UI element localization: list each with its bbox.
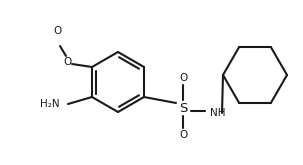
Text: H₂N: H₂N	[40, 99, 60, 109]
Text: O: O	[64, 57, 72, 67]
Text: S: S	[179, 101, 187, 115]
Text: NH: NH	[210, 108, 225, 118]
Text: O: O	[54, 26, 62, 36]
Text: O: O	[179, 73, 187, 83]
Text: O: O	[179, 130, 187, 140]
